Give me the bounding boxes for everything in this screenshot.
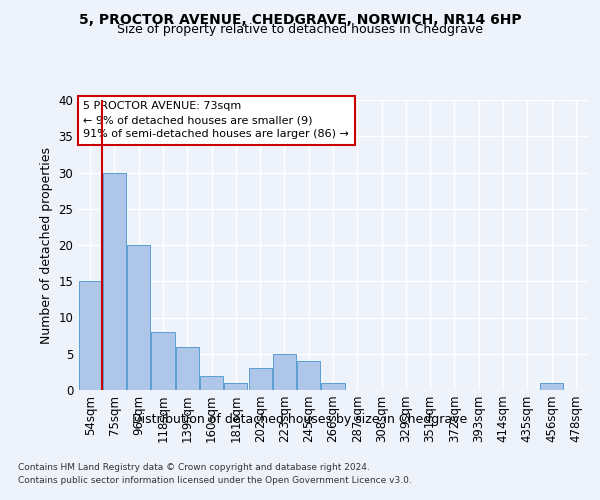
- Bar: [79, 281, 101, 390]
- Text: Size of property relative to detached houses in Chedgrave: Size of property relative to detached ho…: [117, 22, 483, 36]
- Bar: [103, 172, 126, 390]
- Text: Contains HM Land Registry data © Crown copyright and database right 2024.: Contains HM Land Registry data © Crown c…: [18, 462, 370, 471]
- Bar: [297, 361, 320, 390]
- Bar: [248, 368, 272, 390]
- Text: Distribution of detached houses by size in Chedgrave: Distribution of detached houses by size …: [133, 412, 467, 426]
- Text: 5 PROCTOR AVENUE: 73sqm
← 9% of detached houses are smaller (9)
91% of semi-deta: 5 PROCTOR AVENUE: 73sqm ← 9% of detached…: [83, 102, 349, 140]
- Bar: [322, 383, 344, 390]
- Bar: [176, 346, 199, 390]
- Bar: [151, 332, 175, 390]
- Bar: [273, 354, 296, 390]
- Bar: [224, 383, 247, 390]
- Text: Contains public sector information licensed under the Open Government Licence v3: Contains public sector information licen…: [18, 476, 412, 485]
- Bar: [540, 383, 563, 390]
- Text: 5, PROCTOR AVENUE, CHEDGRAVE, NORWICH, NR14 6HP: 5, PROCTOR AVENUE, CHEDGRAVE, NORWICH, N…: [79, 12, 521, 26]
- Y-axis label: Number of detached properties: Number of detached properties: [40, 146, 53, 344]
- Bar: [200, 376, 223, 390]
- Bar: [127, 245, 150, 390]
